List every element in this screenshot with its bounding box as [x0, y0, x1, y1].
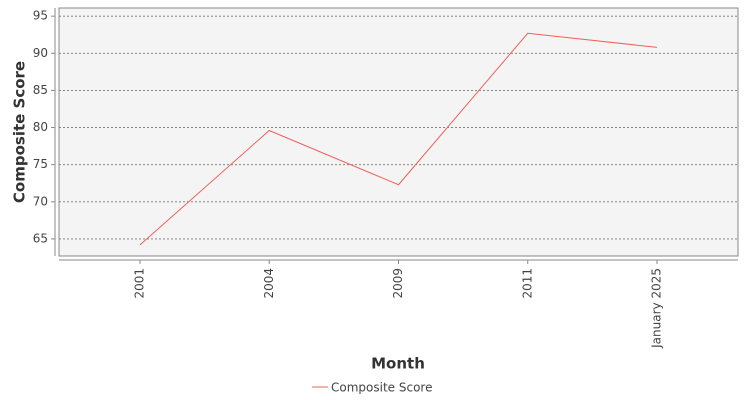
series-line — [139, 32, 658, 246]
x-tick-label: January 2025 — [650, 268, 664, 349]
y-tick-label: 85 — [33, 83, 48, 97]
y-axis-title: Composite Score — [11, 61, 29, 203]
plot-area — [58, 7, 739, 257]
y-tick-label: 75 — [33, 157, 48, 171]
x-axis-title: Month — [371, 355, 425, 373]
y-tick-label: 80 — [33, 120, 48, 134]
y-tick-label: 90 — [33, 46, 48, 60]
legend-label: Composite Score — [331, 381, 432, 395]
y-tick-label: 70 — [33, 194, 48, 208]
x-tick-label: 2011 — [520, 268, 534, 299]
y-tick-label: 95 — [33, 9, 48, 23]
x-tick-label: 2009 — [391, 268, 405, 299]
y-tick-label: 65 — [33, 231, 48, 245]
x-tick-label: 2004 — [262, 268, 276, 299]
x-tick-label: 2001 — [133, 268, 147, 299]
